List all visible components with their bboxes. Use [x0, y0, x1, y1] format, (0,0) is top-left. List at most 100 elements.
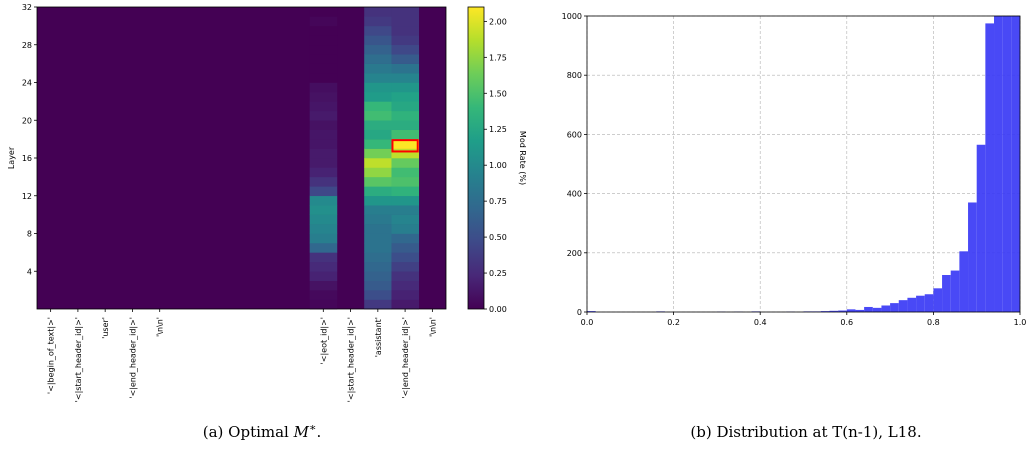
heatmap-cell	[391, 167, 420, 178]
heatmap-cell	[391, 158, 420, 168]
heatmap-x-tick-label: '<|eot_id|>'	[319, 317, 328, 364]
heatmap-cell	[309, 214, 338, 225]
heatmap-cell	[309, 91, 338, 102]
heatmap-cell	[364, 205, 392, 215]
histogram-bar	[872, 307, 882, 312]
heatmap-cell	[364, 148, 392, 159]
colorbar-tick-label: 1.50	[489, 89, 507, 98]
histogram-bar	[933, 288, 943, 312]
histogram-y-tick-label: 200	[567, 249, 582, 258]
heatmap-y-ticks: 4 8 12 16 20 24 28 32	[22, 3, 37, 276]
heatmap-cell	[391, 148, 420, 159]
histogram-bars	[587, 16, 1020, 313]
heatmap-cell	[391, 176, 420, 187]
histogram-bar	[838, 310, 847, 312]
histogram-bar	[968, 202, 977, 312]
heatmap-cell	[309, 139, 338, 149]
heatmap-cell	[391, 205, 420, 215]
heatmap-cell	[364, 280, 392, 291]
colorbar-tick-label: 1.25	[489, 125, 507, 134]
colorbar-ticks: 0.00 0.25 0.50 0.75 1.00 1.25 1.50 1.75 2.00	[484, 17, 507, 314]
histogram-bar	[924, 294, 934, 312]
colorbar-gradient	[467, 6, 485, 310]
histogram-x-tick-label: 0.6	[840, 318, 853, 327]
heatmap-cell	[309, 101, 338, 112]
heatmap-cell	[364, 120, 392, 130]
heatmap-cell	[309, 195, 338, 206]
histogram-bar	[881, 305, 891, 312]
histogram-bar	[1002, 16, 1012, 312]
histogram-x-tick-label: 0.4	[754, 318, 767, 327]
heatmap-cell	[364, 224, 392, 234]
heatmap-cell	[391, 290, 420, 300]
histogram-frame	[586, 15, 1021, 313]
heatmap-cell	[364, 158, 392, 168]
histogram-bar	[976, 144, 986, 312]
heatmap-y-tick-label: 28	[22, 41, 32, 50]
heatmap-panel: 4 8 12 16 20 24 28 32 '<|begin_of_text|>' '<|sta…	[7, 3, 447, 402]
heatmap-cell	[309, 271, 338, 281]
colorbar-tick-label: 1.00	[489, 161, 507, 170]
colorbar-tick-label: 0.50	[489, 233, 507, 242]
heatmap-cell	[364, 261, 392, 272]
histogram-bar	[864, 306, 873, 312]
heatmap-x-tick-label: '\n\n'	[428, 317, 437, 337]
histogram-bar	[855, 309, 865, 312]
heatmap-cell	[391, 186, 420, 197]
heatmap-cell	[364, 299, 392, 310]
heatmap-cell	[309, 186, 338, 197]
colorbar-label: Mod Rate (%)	[518, 131, 527, 185]
colorbar: 0.00 0.25 0.50 0.75 1.00 1.25 1.50 1.75 2.00 Mod…	[467, 6, 527, 314]
heatmap-cell	[309, 44, 338, 55]
heatmap-cell	[391, 16, 420, 27]
heatmap-cell	[391, 25, 420, 36]
heatmap-cell	[364, 242, 392, 253]
heatmap-x-tick-label: '<|start_header_id|>'	[347, 317, 356, 402]
histogram-bar	[994, 16, 1003, 312]
heatmap-cell	[391, 82, 420, 93]
heatmap-cell	[309, 205, 338, 215]
heatmap-cell	[391, 261, 420, 272]
heatmap-cell	[364, 73, 392, 83]
heatmap-cell	[391, 91, 420, 102]
heatmap-x-tick-label: '<|begin_of_text|>'	[47, 317, 56, 394]
histogram-bar	[907, 297, 917, 312]
heatmap-y-tick-label: 12	[22, 192, 32, 201]
heatmap-cell	[364, 252, 392, 263]
heatmap-cell	[364, 176, 392, 187]
heatmap-cell	[364, 16, 392, 27]
heatmap-cell	[309, 73, 338, 83]
heatmap-cell	[391, 110, 420, 121]
heatmap-cell	[364, 167, 392, 178]
heatmap-cell	[309, 7, 338, 17]
colorbar-tick-label: 0.00	[489, 305, 507, 314]
heatmap-cell	[309, 16, 338, 27]
colorbar-tick-label: 0.75	[489, 197, 507, 206]
heatmap-cell	[391, 120, 420, 130]
histogram-bar	[587, 311, 596, 312]
heatmap-cell	[391, 280, 420, 291]
histogram-y-tick-label: 400	[567, 190, 582, 199]
histogram-x-tick-label: 1.0	[1014, 318, 1027, 327]
colorbar-tick-label: 1.75	[489, 53, 507, 62]
heatmap-cell	[391, 54, 420, 64]
histogram-y-tick-label: 600	[567, 130, 582, 139]
histogram-x-tick-label: 0.8	[927, 318, 940, 327]
histogram-x-ticks: 0.0 0.2 0.4 0.6 0.8 1.0	[581, 312, 1027, 327]
histogram-bar	[846, 309, 856, 312]
histogram-y-tick-label: 0	[577, 308, 582, 317]
heatmap-cells	[309, 7, 420, 310]
heatmap-cell	[391, 195, 420, 206]
histogram-bar	[942, 275, 951, 312]
heatmap-cell	[309, 299, 338, 310]
heatmap-y-tick-label: 8	[27, 230, 32, 239]
heatmap-cell	[309, 120, 338, 130]
heatmap-cell	[364, 101, 392, 112]
heatmap-y-axis-label: Layer	[7, 146, 16, 169]
colorbar-tick-label: 0.25	[489, 269, 507, 278]
heatmap-cell	[309, 110, 338, 121]
heatmap-cell	[364, 82, 392, 93]
heatmap-cell	[309, 252, 338, 263]
heatmap-cell	[391, 7, 420, 17]
